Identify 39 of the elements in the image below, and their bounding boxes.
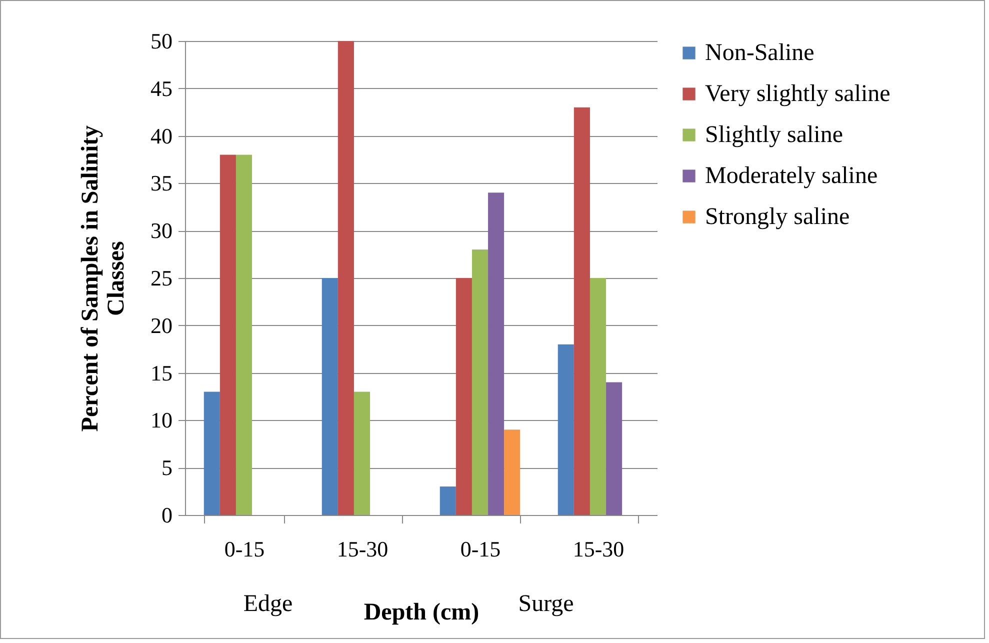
y-tick-label: 15 — [150, 360, 172, 386]
bar — [472, 250, 488, 515]
y-tick-label: 30 — [150, 218, 172, 244]
bar — [606, 382, 622, 515]
text: Edge — [243, 591, 293, 617]
bar — [236, 154, 252, 515]
x-axis-title: Depth (cm) — [364, 600, 480, 626]
legend-label: Slightly saline — [705, 122, 843, 148]
legend-label: Very slightly saline — [705, 81, 890, 107]
bar — [440, 486, 456, 515]
legend-label: Moderately saline — [705, 163, 878, 189]
x-tick-label: 0-15 — [224, 536, 265, 562]
bar — [220, 154, 236, 515]
bar — [338, 41, 354, 515]
bar — [354, 392, 370, 515]
legend-label: Strongly saline — [705, 204, 850, 230]
bar — [590, 278, 606, 515]
y-axis-title: Percent of Samples in Salinity Classes — [78, 125, 130, 432]
bar — [322, 278, 338, 515]
y-tick-label: 0 — [162, 502, 172, 528]
y-tick-label: 20 — [150, 312, 172, 338]
bar — [456, 278, 472, 515]
x-tick-label: 15-30 — [572, 536, 624, 562]
x-tick-label: 0-15 — [460, 536, 501, 562]
y-tick-label: 10 — [150, 408, 172, 433]
bar — [504, 430, 520, 515]
y-tick-label: 5 — [162, 455, 172, 480]
y-tick-label: 35 — [150, 170, 172, 196]
y-tick-label: 40 — [150, 123, 172, 148]
y-tick-label: 25 — [150, 266, 172, 290]
bar — [488, 192, 504, 515]
text: Surge — [518, 591, 574, 617]
legend-label: Non-Saline — [705, 40, 814, 66]
bar — [204, 392, 220, 515]
bar — [558, 344, 574, 515]
y-tick-label: 45 — [150, 76, 172, 101]
y-tick-label: 50 — [150, 28, 172, 54]
x-tick-label: 15-30 — [336, 536, 388, 562]
bar — [574, 107, 590, 515]
